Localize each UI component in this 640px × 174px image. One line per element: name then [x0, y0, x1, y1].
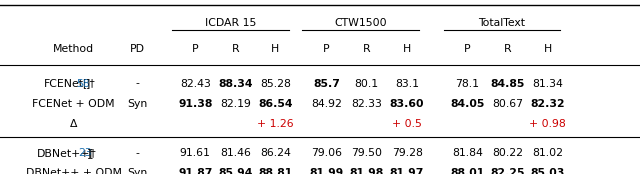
Text: 91.38: 91.38 [178, 99, 212, 109]
Text: 79.28: 79.28 [392, 148, 422, 158]
Text: H: H [544, 44, 552, 54]
Text: Δ: Δ [70, 119, 77, 129]
Text: 85.7: 85.7 [313, 78, 340, 89]
Text: ]†: ]† [85, 78, 95, 89]
Text: 86.54: 86.54 [258, 99, 292, 109]
Text: 82.32: 82.32 [531, 99, 565, 109]
Text: 91.61: 91.61 [180, 148, 211, 158]
Text: PD: PD [130, 44, 145, 54]
Text: + 0.98: + 0.98 [529, 119, 566, 129]
Text: 23: 23 [78, 148, 92, 158]
Text: 84.05: 84.05 [450, 99, 484, 109]
Text: 78.1: 78.1 [455, 78, 479, 89]
Text: 82.43: 82.43 [180, 78, 211, 89]
Text: 80.67: 80.67 [492, 99, 523, 109]
Text: -: - [136, 78, 140, 89]
Text: 81.99: 81.99 [309, 168, 344, 174]
Text: 83.1: 83.1 [395, 78, 419, 89]
Text: ICDAR 15: ICDAR 15 [205, 18, 256, 29]
Text: CTW1500: CTW1500 [334, 18, 387, 29]
Text: 81.02: 81.02 [532, 148, 563, 158]
Text: P: P [323, 44, 330, 54]
Text: R: R [504, 44, 511, 54]
Text: 88.01: 88.01 [450, 168, 484, 174]
Text: 84.85: 84.85 [490, 78, 525, 89]
Text: 86.24: 86.24 [260, 148, 291, 158]
Text: 85.03: 85.03 [531, 168, 565, 174]
Text: 81.84: 81.84 [452, 148, 483, 158]
Text: P: P [464, 44, 470, 54]
Text: 85.28: 85.28 [260, 78, 291, 89]
Text: FCENet + ODM: FCENet + ODM [32, 99, 115, 109]
Text: Syn: Syn [127, 168, 148, 174]
Text: ]†: ]† [87, 148, 97, 158]
Text: -: - [136, 148, 140, 158]
Text: 81.98: 81.98 [349, 168, 384, 174]
Text: 82.19: 82.19 [220, 99, 251, 109]
Text: 85.94: 85.94 [218, 168, 253, 174]
Text: P: P [192, 44, 198, 54]
Text: 82.25: 82.25 [490, 168, 525, 174]
Text: 80.22: 80.22 [492, 148, 523, 158]
Text: 84.92: 84.92 [311, 99, 342, 109]
Text: 79.50: 79.50 [351, 148, 382, 158]
Text: 82.33: 82.33 [351, 99, 382, 109]
Text: 88.81: 88.81 [258, 168, 292, 174]
Text: DBNet++[: DBNet++[ [37, 148, 95, 158]
Text: 91.87: 91.87 [178, 168, 212, 174]
Text: 81.46: 81.46 [220, 148, 251, 158]
Text: 81.34: 81.34 [532, 78, 563, 89]
Text: + 0.5: + 0.5 [392, 119, 422, 129]
Text: 80.1: 80.1 [355, 78, 379, 89]
Text: 88.34: 88.34 [218, 78, 253, 89]
Text: Syn: Syn [127, 99, 148, 109]
Text: 79.06: 79.06 [311, 148, 342, 158]
Text: H: H [403, 44, 411, 54]
Text: + 1.26: + 1.26 [257, 119, 294, 129]
Text: R: R [232, 44, 239, 54]
Text: H: H [271, 44, 279, 54]
Text: TotalText: TotalText [478, 18, 525, 29]
Text: 83.60: 83.60 [390, 99, 424, 109]
Text: DBNet++ + ODM: DBNet++ + ODM [26, 168, 122, 174]
Text: Method: Method [53, 44, 94, 54]
Text: R: R [363, 44, 371, 54]
Text: 58: 58 [76, 78, 90, 89]
Text: FCENet[: FCENet[ [44, 78, 88, 89]
Text: 81.97: 81.97 [390, 168, 424, 174]
